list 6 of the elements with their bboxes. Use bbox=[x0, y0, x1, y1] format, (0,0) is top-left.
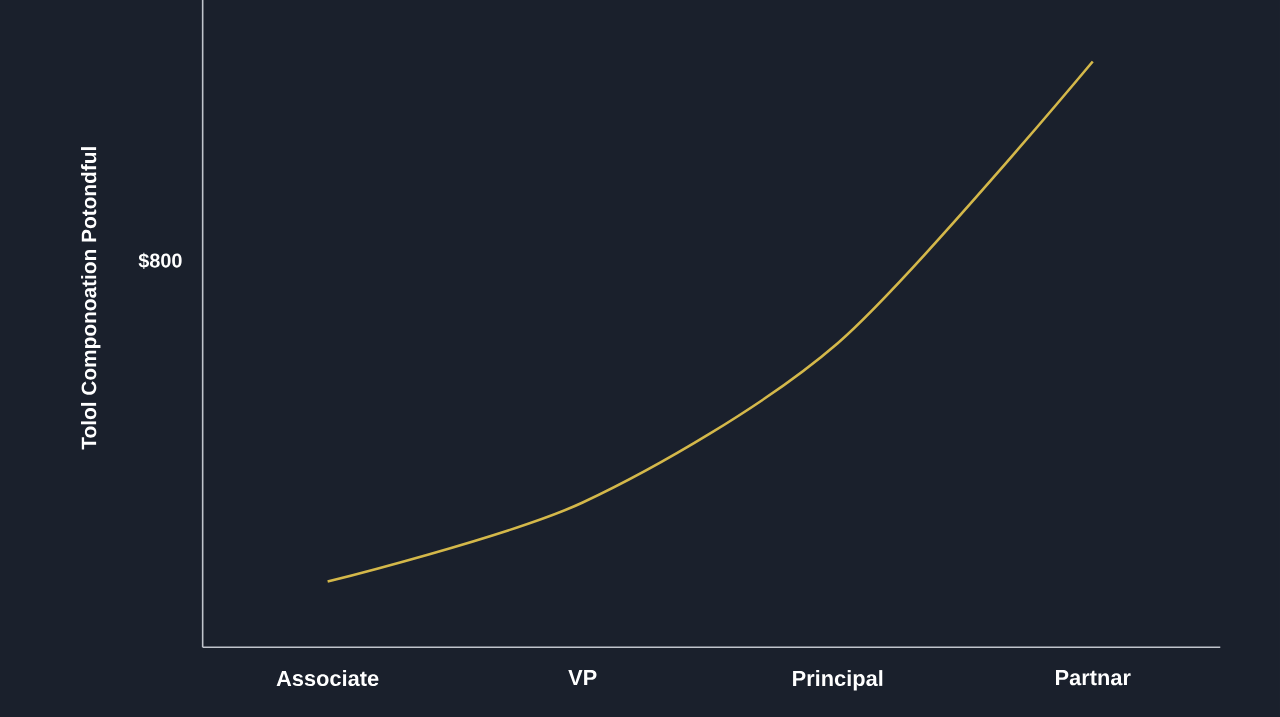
x-tick-label: Principal bbox=[793, 670, 883, 691]
x-tick-label: Associate bbox=[276, 670, 379, 687]
x-tick-label: Partnar bbox=[1056, 670, 1131, 686]
y-axis-title: Tolol Componoation Potondful bbox=[81, 147, 101, 450]
x-tick-label: VP bbox=[568, 670, 597, 686]
text: $800 bbox=[138, 252, 182, 269]
